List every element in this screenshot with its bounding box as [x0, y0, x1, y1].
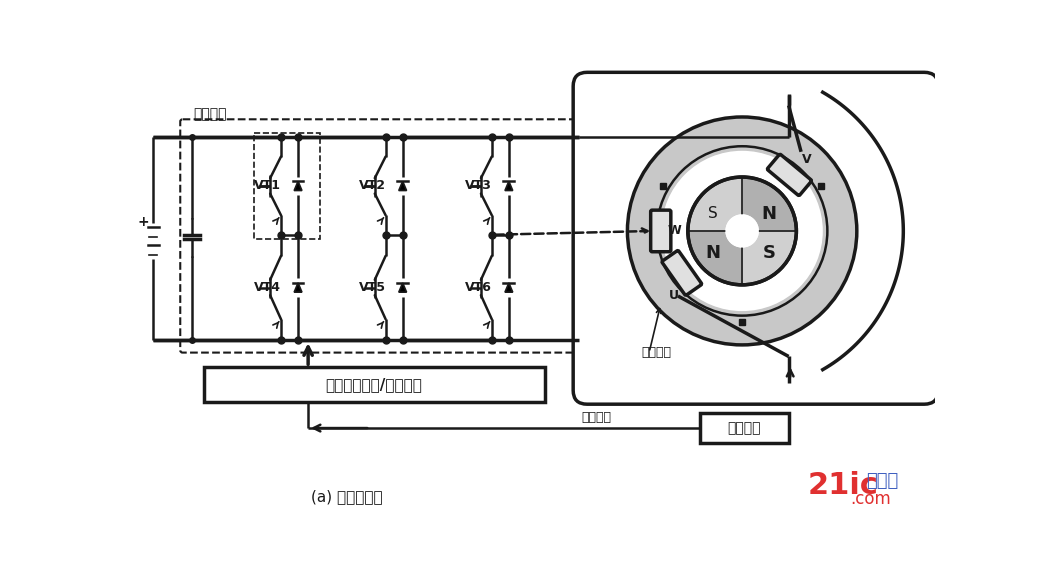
Text: 霍尔元件: 霍尔元件 — [727, 421, 761, 435]
Circle shape — [688, 177, 796, 285]
Text: U: U — [669, 290, 680, 302]
Polygon shape — [505, 283, 512, 292]
Polygon shape — [505, 181, 512, 190]
Text: .com: .com — [850, 490, 890, 508]
Circle shape — [726, 216, 757, 246]
Text: 位置信号: 位置信号 — [581, 411, 611, 424]
Text: S: S — [708, 207, 718, 222]
Polygon shape — [399, 283, 406, 292]
FancyBboxPatch shape — [574, 72, 938, 404]
Text: VT6: VT6 — [464, 281, 491, 294]
Text: +: + — [137, 215, 150, 228]
FancyBboxPatch shape — [662, 250, 701, 295]
Text: 霍尔元件: 霍尔元件 — [641, 346, 671, 359]
Text: N: N — [705, 243, 720, 261]
FancyBboxPatch shape — [650, 210, 671, 252]
Text: VT4: VT4 — [254, 281, 281, 294]
Text: VT2: VT2 — [358, 179, 385, 192]
Text: VT3: VT3 — [464, 179, 491, 192]
Text: VT1: VT1 — [254, 179, 281, 192]
Text: VT5: VT5 — [358, 281, 385, 294]
Polygon shape — [294, 181, 302, 190]
Wedge shape — [688, 231, 742, 285]
Circle shape — [726, 216, 757, 246]
Text: 电子网: 电子网 — [867, 472, 899, 490]
Text: 逻辑控制电路/微处理器: 逻辑控制电路/微处理器 — [325, 377, 423, 392]
Bar — [254, 133, 320, 239]
Text: V: V — [802, 153, 811, 166]
Bar — [699, 414, 789, 443]
Text: S: S — [763, 243, 776, 261]
Text: 驱动电路: 驱动电路 — [193, 107, 227, 121]
Text: (a) 初始状态时: (a) 初始状态时 — [311, 489, 382, 504]
Text: W: W — [668, 224, 682, 238]
Polygon shape — [399, 181, 406, 190]
Polygon shape — [294, 283, 302, 292]
FancyBboxPatch shape — [768, 155, 811, 196]
Wedge shape — [742, 177, 796, 231]
Text: 21ic: 21ic — [808, 470, 879, 500]
Bar — [204, 367, 544, 402]
Text: N: N — [762, 205, 777, 223]
